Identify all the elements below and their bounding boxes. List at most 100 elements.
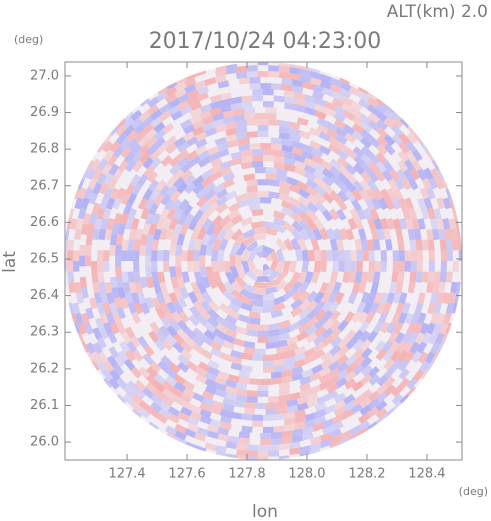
- echo-cell: [94, 292, 103, 304]
- echo-cell: [252, 95, 263, 102]
- echo-cell: [351, 311, 362, 324]
- echo-cell: [303, 170, 317, 182]
- echo-cell: [353, 155, 366, 167]
- echo-cell: [192, 209, 204, 222]
- echo-cell: [94, 317, 105, 330]
- echo-cell: [309, 71, 322, 80]
- echo-cell: [397, 239, 405, 251]
- echo-cell: [313, 169, 326, 181]
- echo-cell: [85, 342, 96, 355]
- echo-cell: [127, 250, 134, 261]
- echo-cell: [130, 117, 143, 129]
- echo-cell: [84, 187, 94, 200]
- echo-cell: [253, 281, 267, 289]
- echo-cell: [367, 161, 380, 174]
- echo-cell: [257, 450, 269, 457]
- echo-cell: [376, 302, 386, 315]
- echo-cell: [109, 234, 118, 246]
- echo-cell: [301, 261, 309, 273]
- echo-cell: [240, 161, 253, 170]
- echo-cell: [216, 228, 227, 241]
- echo-cell: [353, 355, 366, 367]
- echo-cell: [360, 129, 373, 141]
- echo-cell: [305, 332, 318, 344]
- echo-cell: [252, 89, 263, 96]
- echo-cell: [297, 271, 308, 284]
- echo-cell: [336, 369, 350, 381]
- echo-cell: [358, 98, 371, 110]
- echo-cell: [383, 358, 395, 371]
- echo-cell: [201, 291, 213, 304]
- echo-cell: [222, 178, 235, 189]
- echo-cell: [121, 239, 129, 251]
- echo-cell: [254, 113, 266, 120]
- echo-cell: [397, 359, 409, 372]
- echo-cell: [184, 77, 197, 87]
- echo-cell: [280, 200, 294, 210]
- echo-cell: [278, 319, 292, 329]
- echo-cell: [177, 319, 189, 332]
- echo-cell: [177, 156, 190, 168]
- echo-cell: [350, 403, 363, 415]
- echo-cell: [344, 261, 351, 273]
- echo-cell: [207, 232, 218, 246]
- echo-cell: [194, 218, 206, 231]
- echo-cell: [108, 163, 120, 176]
- echo-cell: [155, 291, 166, 304]
- echo-cell: [244, 107, 256, 115]
- echo-cell: [362, 249, 369, 261]
- echo-cell: [326, 281, 336, 294]
- echo-cell: [398, 141, 410, 154]
- echo-cell: [421, 177, 432, 190]
- echo-cell: [211, 261, 219, 273]
- echo-cell: [322, 87, 334, 97]
- echo-cell: [173, 374, 186, 386]
- echo-cell: [227, 309, 241, 320]
- echo-cell: [303, 354, 316, 365]
- echo-cell: [165, 367, 178, 380]
- echo-cell: [238, 431, 250, 439]
- echo-cell: [124, 218, 134, 230]
- y-tick-label: 26.3: [30, 325, 59, 340]
- echo-cell: [98, 228, 107, 241]
- echo-cell: [368, 136, 381, 148]
- echo-cell: [155, 179, 167, 192]
- echo-cell: [245, 240, 259, 252]
- echo-cell: [299, 382, 312, 392]
- y-tick-label: 26.4: [30, 288, 59, 303]
- echo-cell: [246, 396, 258, 403]
- echo-cell: [219, 166, 232, 177]
- echo-cell: [182, 380, 196, 391]
- echo-cell: [401, 302, 411, 315]
- echo-cell: [105, 197, 116, 210]
- echo-cell: [286, 336, 299, 346]
- echo-cell: [289, 441, 301, 450]
- echo-cell: [329, 271, 339, 284]
- echo-cell: [159, 281, 168, 294]
- echo-cell: [384, 384, 396, 396]
- echo-cell: [153, 281, 162, 294]
- echo-cell: [360, 170, 372, 183]
- echo-cell: [193, 261, 200, 273]
- echo-cell: [408, 178, 419, 191]
- echo-cell: [252, 420, 263, 427]
- echo-cell: [130, 174, 141, 187]
- echo-cell: [158, 110, 171, 122]
- echo-cell: [283, 289, 296, 301]
- echo-cell: [212, 335, 226, 346]
- echo-cell: [438, 281, 446, 294]
- echo-cell: [161, 338, 174, 351]
- echo-cell: [137, 335, 149, 348]
- echo-cell: [209, 106, 222, 116]
- echo-cell: [394, 177, 406, 191]
- echo-cell: [212, 238, 222, 251]
- echo-cell: [200, 176, 213, 188]
- echo-cell: [345, 362, 358, 374]
- echo-cell: [368, 250, 375, 261]
- echo-cell: [137, 174, 149, 187]
- echo-cell: [194, 238, 203, 251]
- echo-cell: [286, 342, 299, 352]
- echo-cell: [303, 157, 316, 168]
- echo-cell: [398, 368, 410, 381]
- echo-cell: [361, 364, 373, 377]
